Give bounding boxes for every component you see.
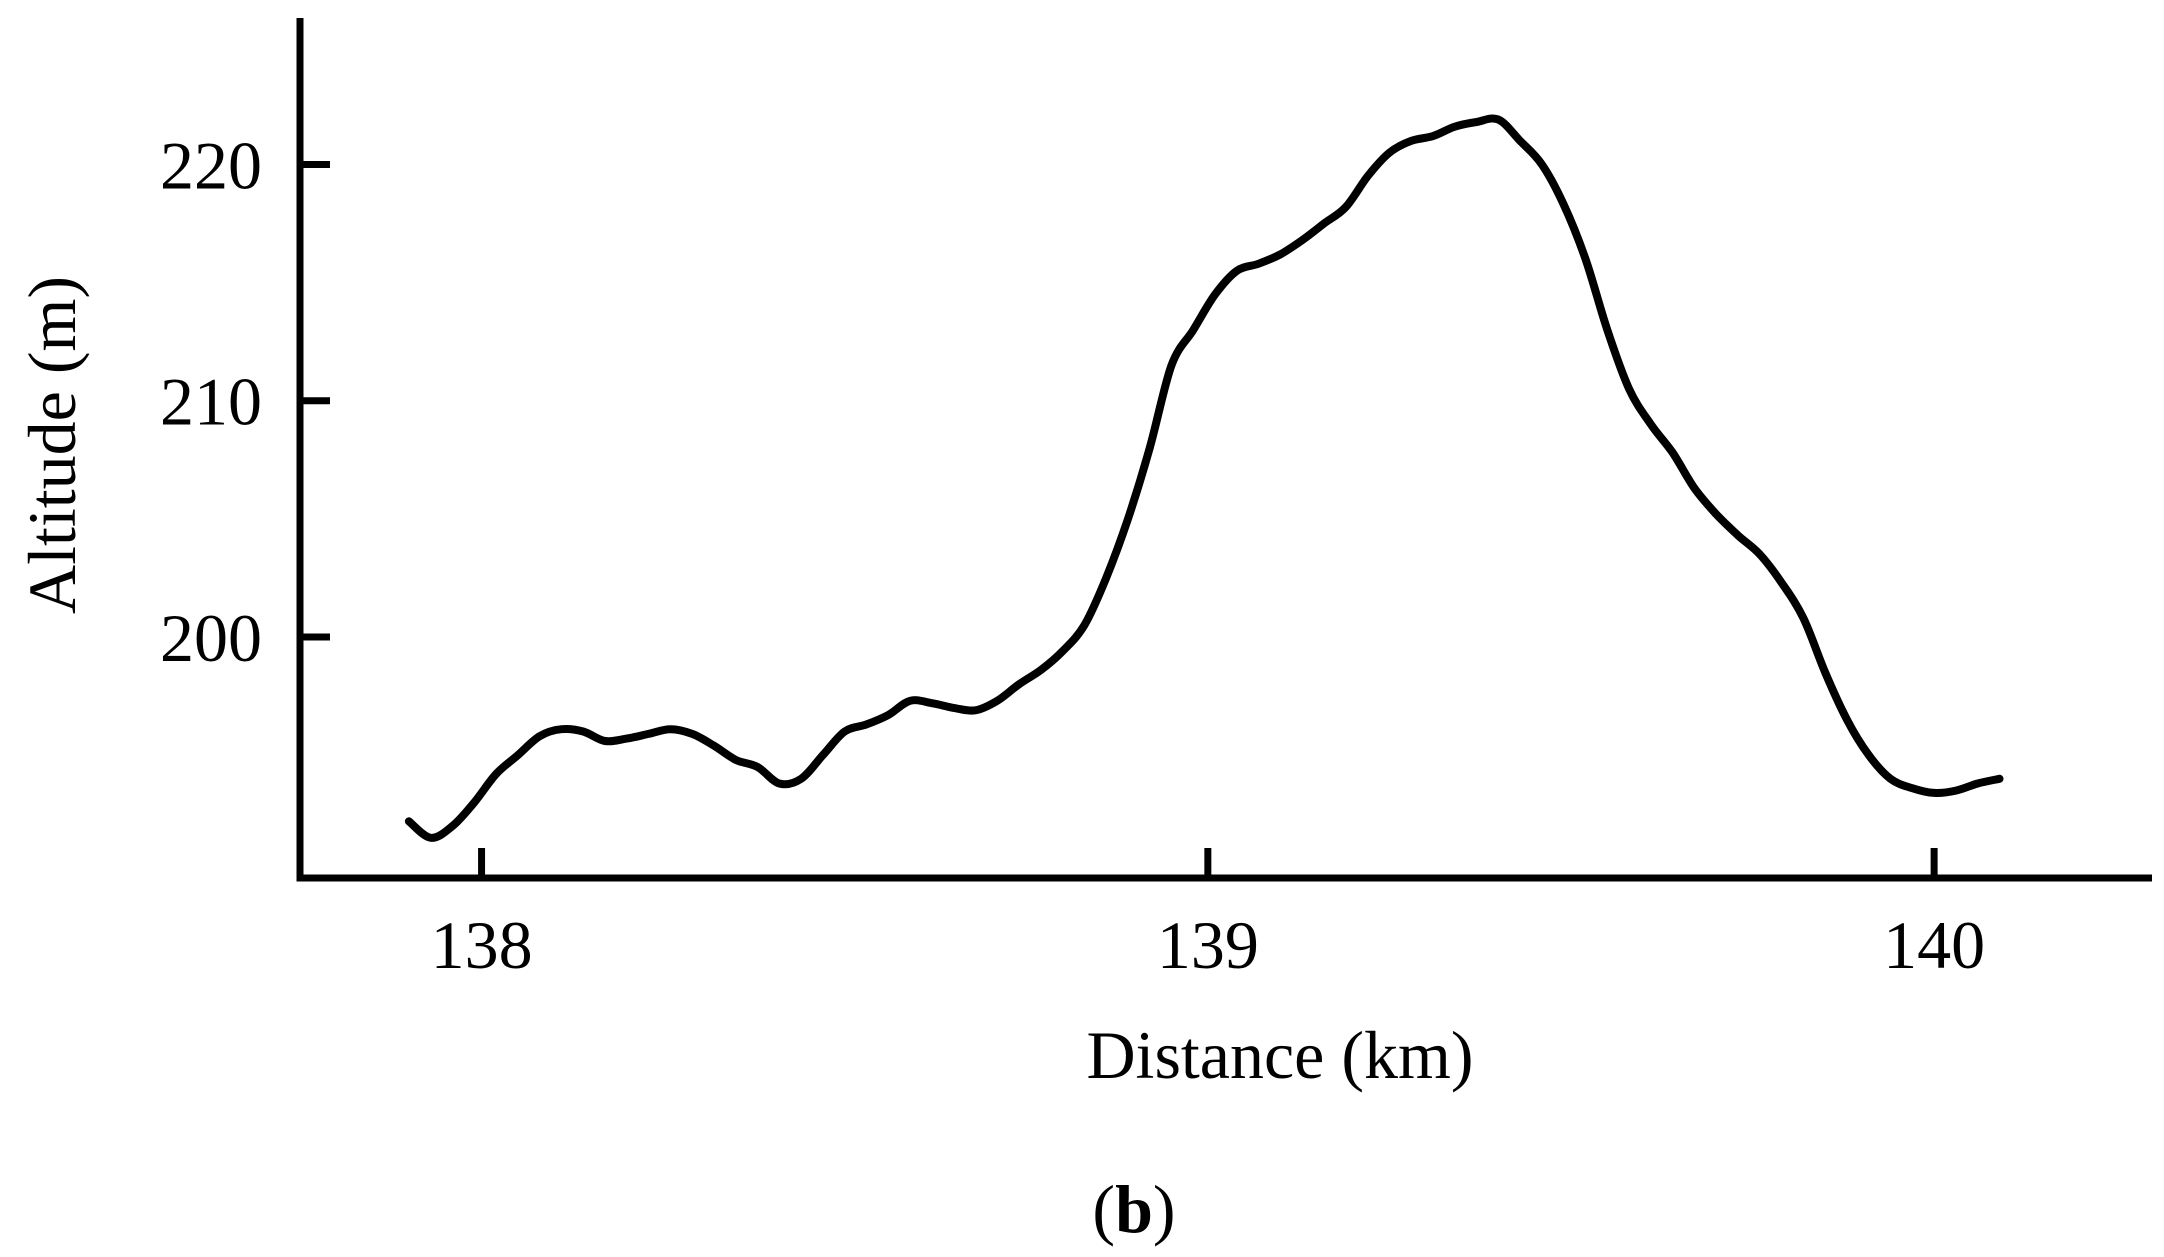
panel-label-letter: b [1115, 1171, 1153, 1247]
panel-label: (b) [1092, 1171, 1175, 1247]
x-tick-label-140: 140 [1883, 907, 1985, 983]
x-tick-label-138: 138 [431, 907, 533, 983]
y-tick-label-200: 200 [160, 600, 262, 676]
x-tick-label-139: 139 [1157, 907, 1259, 983]
altitude-series-line [404, 114, 2004, 842]
y-axis-title: Altitude (m) [14, 276, 90, 614]
panel-label-close: ) [1153, 1171, 1176, 1247]
panel-label-open: ( [1092, 1171, 1115, 1247]
tick-labels: 138 139 140 200 210 220 [160, 127, 1985, 983]
x-axis-title: Distance (km) [1086, 1017, 1473, 1093]
y-tick-label-210: 210 [160, 364, 262, 440]
ticks [300, 160, 1938, 878]
axes [296, 18, 2152, 882]
y-tick-label-220: 220 [160, 127, 262, 203]
